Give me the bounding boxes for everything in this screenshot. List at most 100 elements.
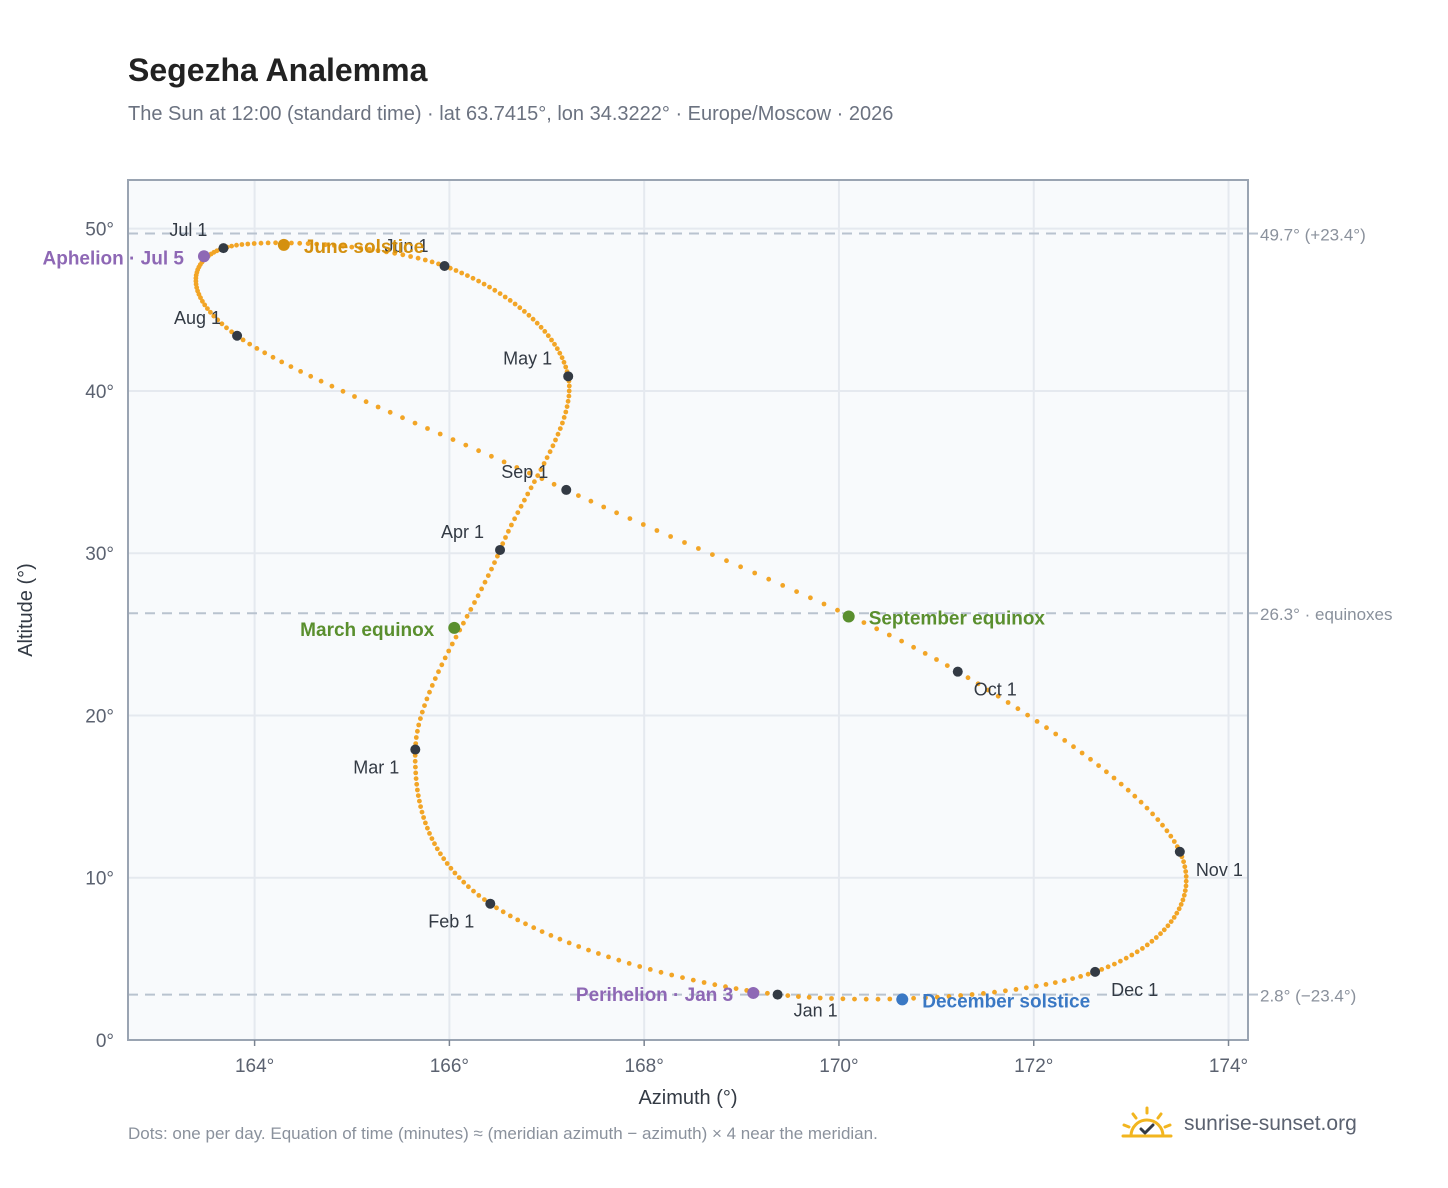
day-dot — [375, 404, 381, 410]
day-dot — [476, 278, 481, 284]
reference-line-label: 26.3° · equinoxes — [1260, 605, 1393, 624]
day-dot — [487, 284, 492, 290]
y-tick-label: 30° — [85, 544, 114, 565]
day-dot — [1182, 864, 1188, 870]
day-dot — [565, 398, 571, 404]
day-dot — [616, 957, 622, 963]
day-dot — [408, 254, 413, 259]
day-dot — [492, 560, 497, 565]
month-label: Jun 1 — [384, 236, 428, 256]
day-dot — [412, 420, 418, 426]
day-dot — [561, 415, 567, 420]
day-dot — [1134, 949, 1140, 955]
event-marker — [747, 986, 760, 999]
day-dot — [1174, 910, 1180, 916]
day-dot — [1062, 738, 1068, 743]
month-label: Sep 1 — [501, 462, 548, 482]
day-dot — [509, 522, 514, 528]
day-dot — [682, 540, 687, 545]
day-dot — [1079, 750, 1085, 756]
day-dot — [202, 302, 208, 308]
event-marker — [896, 993, 909, 1006]
day-dot — [453, 634, 459, 640]
day-dot — [308, 373, 314, 379]
day-dot — [808, 595, 813, 601]
reference-lines: 49.7° (+23.4°) 26.3° · equinoxes 2.8° (−23… — [128, 226, 1393, 1006]
day-dot — [1034, 719, 1040, 724]
page-title: Segezha Analemma — [128, 52, 428, 88]
day-dot — [494, 905, 499, 911]
reference-line-label: 49.7° (+23.4°) — [1260, 226, 1366, 245]
day-dot — [446, 648, 452, 654]
day-dot — [363, 399, 369, 405]
day-dot — [668, 534, 673, 539]
day-dot — [400, 252, 406, 258]
day-dot — [560, 420, 565, 426]
month-marker — [495, 544, 506, 555]
day-dot — [606, 954, 611, 960]
day-dot — [557, 936, 563, 942]
day-dot — [448, 865, 454, 871]
month-marker — [772, 989, 783, 1000]
day-dot — [561, 359, 567, 365]
day-dot — [835, 607, 840, 613]
day-dot — [1181, 859, 1186, 865]
day-dot — [532, 479, 537, 485]
month-marker — [563, 371, 574, 382]
month-label: Aug 1 — [174, 308, 221, 328]
day-dot — [1180, 897, 1186, 903]
day-dot — [548, 933, 554, 938]
day-dot — [219, 321, 225, 327]
day-dot — [224, 325, 229, 331]
day-dot — [965, 675, 971, 681]
day-dot — [817, 995, 823, 1001]
x-tick-label: 170° — [819, 1056, 858, 1077]
day-dot — [601, 504, 607, 510]
event-marker — [448, 621, 461, 634]
day-dot — [563, 409, 569, 415]
y-tick-label: 20° — [85, 706, 114, 727]
day-dot — [450, 437, 456, 442]
day-dot — [471, 888, 476, 894]
day-dot — [588, 498, 594, 504]
day-dot — [482, 579, 488, 585]
day-dot — [413, 770, 419, 776]
day-dot — [297, 240, 303, 246]
day-dot — [198, 295, 203, 301]
day-dot — [724, 558, 729, 564]
day-dot — [416, 722, 422, 728]
day-dot — [500, 909, 506, 915]
day-dot — [1158, 931, 1163, 937]
day-dot — [211, 313, 217, 319]
day-dot — [500, 541, 506, 547]
day-dot — [419, 709, 425, 715]
day-dot — [479, 586, 484, 592]
day-dot — [461, 879, 467, 885]
day-dot — [288, 364, 294, 369]
day-dot — [1144, 805, 1150, 811]
day-dot — [442, 655, 448, 661]
day-dot — [564, 404, 570, 409]
day-dot — [806, 994, 812, 1000]
day-dot — [923, 995, 928, 1001]
day-dot — [289, 240, 294, 246]
day-dot — [452, 870, 458, 876]
daily-dots — [193, 240, 1189, 1002]
day-dot — [1183, 878, 1189, 884]
day-dot — [1138, 799, 1144, 805]
day-dot — [444, 861, 450, 866]
month-markers: Jan 1 Feb 1 Mar 1 Apr 1 May 1 Jun 1 Jul 1 Aug 1… — [169, 220, 1242, 1020]
day-dot — [566, 940, 572, 946]
day-dot — [1104, 769, 1109, 775]
day-dot — [1125, 787, 1131, 793]
x-tick-label: 172° — [1014, 1056, 1053, 1077]
day-dot — [733, 986, 739, 991]
day-dot — [710, 552, 715, 557]
x-tick-label: 164° — [235, 1056, 274, 1077]
day-dot — [1144, 942, 1150, 948]
brand-logo[interactable]: sunrise-sunset.org — [1120, 1102, 1357, 1146]
day-dot — [647, 967, 653, 972]
sun-icon — [1121, 1106, 1173, 1138]
month-label: Dec 1 — [1111, 980, 1158, 1000]
